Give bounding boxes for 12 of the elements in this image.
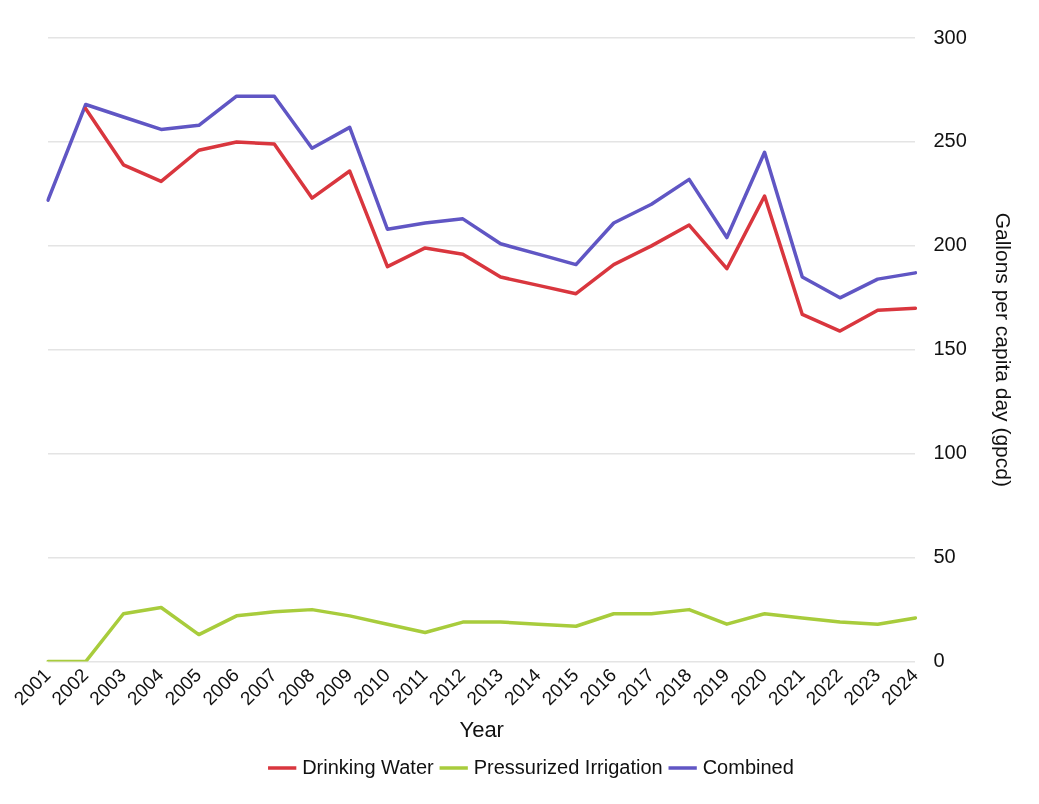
y-axis-title: Gallons per capita day (gpcd) — [991, 212, 1015, 487]
y-tick-label: 100 — [933, 441, 967, 464]
y-tick-label: 200 — [933, 233, 967, 256]
legend-label: Combined — [702, 755, 794, 778]
y-tick-label: 0 — [933, 649, 945, 672]
x-axis-title: Year — [459, 716, 504, 742]
y-tick-label: 250 — [933, 129, 967, 152]
legend-label: Pressurized Irrigation — [473, 755, 663, 778]
y-tick-label: 300 — [933, 25, 967, 48]
y-tick-label: 50 — [933, 545, 956, 568]
legend-label: Drinking Water — [302, 755, 435, 778]
y-tick-label: 150 — [933, 337, 967, 360]
